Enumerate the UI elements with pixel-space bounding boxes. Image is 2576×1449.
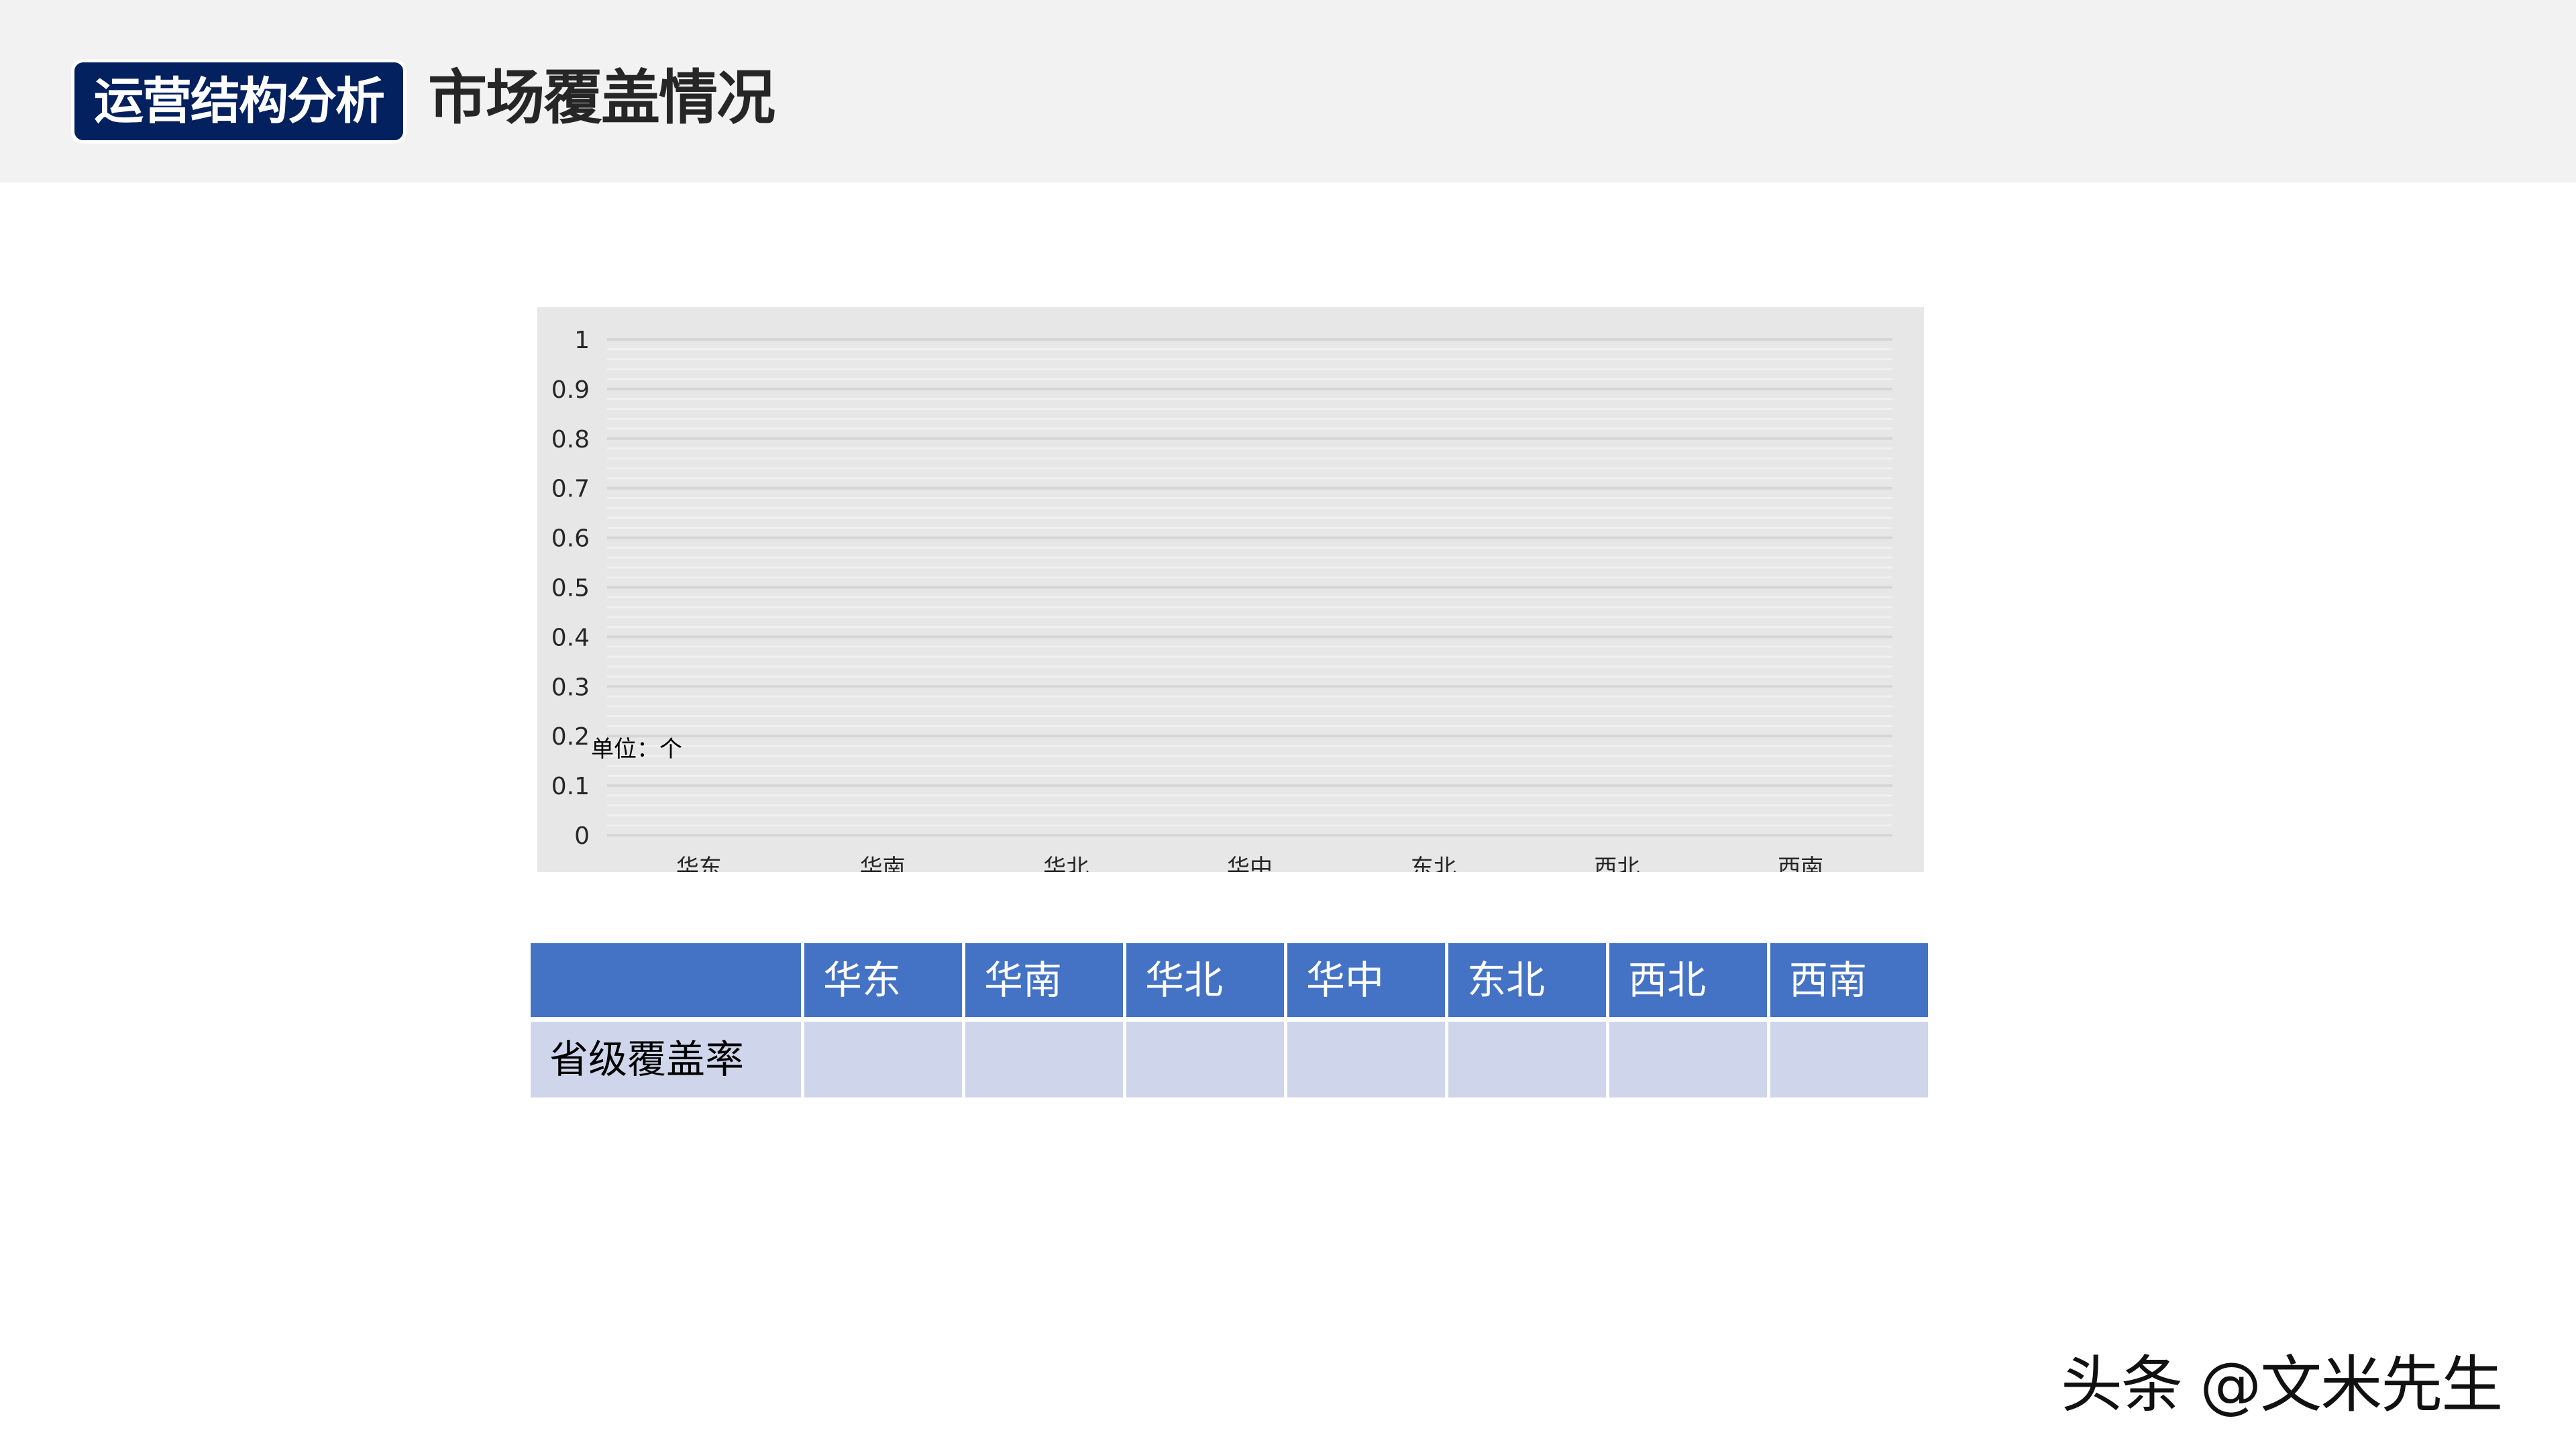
row-label: 省级覆盖率	[531, 1022, 801, 1097]
coverage-table: 华东 华南 华北 华中 东北 西北 西南 省级覆盖率	[531, 943, 1928, 1102]
header-bar: 运营结构分析 市场覆盖情况	[0, 0, 2576, 182]
table-cell[interactable]	[1609, 1022, 1767, 1097]
x-tick-label: 华南	[860, 855, 906, 872]
x-tick-label: 西北	[1594, 855, 1640, 872]
table-header-cell: 西南	[1770, 943, 1928, 1017]
unit-annotation: 单位：个	[591, 736, 682, 763]
x-tick-label: 华东	[676, 855, 722, 872]
table-cell[interactable]	[1126, 1022, 1284, 1097]
chart-canvas: 0 0.1 0.2 0.3 0.4 0.5 0.6 0.7 0.8 0.9 1 华东 华南 华北 华中 东北 西…	[551, 327, 1892, 872]
y-tick-label: 0.9	[551, 376, 590, 404]
x-tick-label: 东北	[1411, 855, 1456, 872]
section-badge: 运营结构分析	[71, 59, 407, 144]
table-cell[interactable]	[804, 1022, 962, 1097]
table-header-row: 华东 华南 华北 华中 东北 西北 西南	[531, 943, 1928, 1017]
y-tick-label: 0.6	[551, 525, 590, 553]
table-header-cell: 东北	[1448, 943, 1606, 1017]
table-row: 省级覆盖率	[531, 1022, 1928, 1097]
table-header-cell: 华南	[965, 943, 1123, 1017]
y-tick-label: 0.7	[551, 476, 590, 503]
y-tick-label: 0	[574, 822, 590, 850]
y-tick-label: 1	[574, 327, 590, 354]
y-tick-label: 0.1	[551, 773, 590, 800]
table-header-cell: 华东	[804, 943, 962, 1017]
table-cell[interactable]	[1448, 1022, 1606, 1097]
x-tick-label: 华中	[1227, 855, 1273, 872]
y-tick-label: 0.5	[551, 575, 590, 602]
page-title: 市场覆盖情况	[428, 63, 775, 132]
coverage-chart: 0 0.1 0.2 0.3 0.4 0.5 0.6 0.7 0.8 0.9 1 华东 华南 华北 华中 东北 西…	[537, 307, 1924, 872]
y-tick-label: 0.2	[551, 723, 590, 751]
y-tick-label: 0.8	[551, 426, 590, 453]
watermark: 头条 @文米先生	[2061, 1349, 2503, 1421]
table-cell[interactable]	[1770, 1022, 1928, 1097]
table-header-corner	[531, 943, 801, 1017]
x-tick-label: 华北	[1043, 855, 1089, 872]
table-header-cell: 西北	[1609, 943, 1767, 1017]
table-cell[interactable]	[965, 1022, 1123, 1097]
table-header-cell: 华北	[1126, 943, 1284, 1017]
table-header-cell: 华中	[1287, 943, 1445, 1017]
y-tick-label: 0.3	[551, 674, 590, 701]
y-tick-label: 0.4	[551, 624, 590, 651]
x-tick-label: 西南	[1778, 855, 1823, 872]
table-cell[interactable]	[1287, 1022, 1445, 1097]
